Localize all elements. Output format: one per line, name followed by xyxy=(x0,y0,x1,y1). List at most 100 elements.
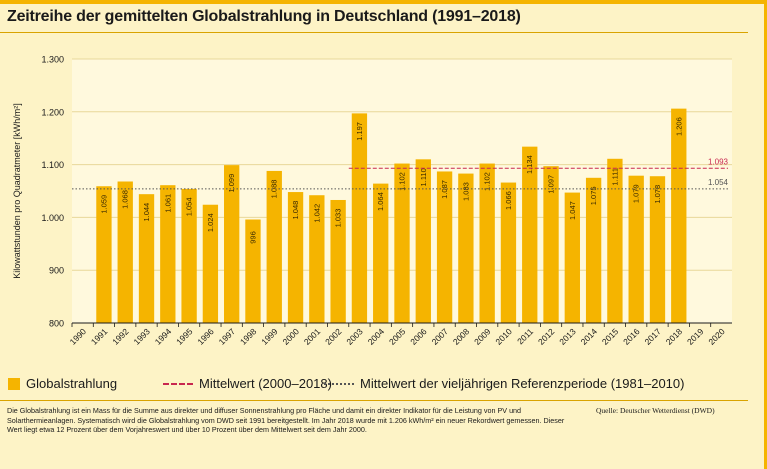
bar-value-label: 1.024 xyxy=(206,213,215,232)
bar xyxy=(266,170,282,323)
bar-value-label: 1.099 xyxy=(227,174,236,193)
x-tick-label: 2019 xyxy=(685,326,706,347)
x-tick-label: 2009 xyxy=(472,326,493,347)
y-tick-label: 1.000 xyxy=(41,213,64,223)
x-tick-label: 2006 xyxy=(408,326,429,347)
title-divider xyxy=(0,32,748,33)
bar-value-label: 1.054 xyxy=(185,197,194,216)
bar-value-label: 1.087 xyxy=(440,180,449,199)
x-tick-label: 2007 xyxy=(430,326,451,347)
bar xyxy=(287,192,304,323)
x-tick-label: 2005 xyxy=(387,326,408,347)
bar-value-label: 1.088 xyxy=(270,180,279,199)
legend-label-bars: Globalstrahlung xyxy=(26,376,118,391)
bar-value-label: 1.078 xyxy=(653,185,662,204)
y-tick-label: 900 xyxy=(49,266,64,276)
x-tick-label: 2012 xyxy=(536,326,557,347)
reference-line-label: 1.054 xyxy=(708,178,729,187)
bar xyxy=(649,176,666,323)
x-tick-label: 1999 xyxy=(259,326,280,347)
x-tick-label: 2003 xyxy=(344,326,365,347)
bar-value-label: 1.111 xyxy=(610,168,619,186)
bar xyxy=(564,192,580,323)
legend-label-mean: Mittelwert (2000–2018) xyxy=(199,376,332,391)
bar-value-label: 1.033 xyxy=(334,209,343,228)
bar xyxy=(607,158,623,323)
bar xyxy=(96,186,112,323)
bar xyxy=(585,177,602,323)
footer-divider xyxy=(0,400,748,401)
x-tick-label: 1991 xyxy=(89,326,110,347)
source-credit: Quelle: Deutscher Wetterdienst (DWD) xyxy=(596,406,715,415)
x-tick-label: 1997 xyxy=(217,326,238,347)
bar xyxy=(373,183,389,323)
bar-value-label: 1.102 xyxy=(398,172,407,191)
bar xyxy=(351,113,368,323)
y-tick-label: 1.200 xyxy=(41,107,64,117)
bar xyxy=(160,185,176,323)
y-tick-label: 800 xyxy=(49,319,64,329)
bar-value-label: 1.064 xyxy=(376,192,385,211)
x-tick-label: 2013 xyxy=(557,326,578,347)
legend-swatch-mean xyxy=(163,383,193,385)
bar xyxy=(202,204,219,323)
x-tick-label: 1996 xyxy=(195,326,216,347)
bar-value-label: 1.068 xyxy=(121,190,130,209)
x-tick-label: 2020 xyxy=(706,326,727,347)
bar xyxy=(117,181,133,323)
footnote-text: Die Globalstrahlung ist ein Mass für die… xyxy=(7,406,565,435)
bar-value-label: 1.047 xyxy=(568,201,577,220)
mean-line-label: 1.093 xyxy=(708,157,729,166)
bar xyxy=(138,194,155,323)
x-tick-label: 1995 xyxy=(174,326,195,347)
bar-value-label: 1.134 xyxy=(525,155,534,174)
bar-value-label: 1.102 xyxy=(483,172,492,191)
x-tick-label: 2014 xyxy=(579,326,600,347)
bar-value-label: 1.097 xyxy=(547,175,556,194)
x-tick-label: 1992 xyxy=(110,326,131,347)
bar-value-label: 1.110 xyxy=(419,168,428,186)
bar-value-label: 1.044 xyxy=(142,203,151,222)
y-tick-label: 1.300 xyxy=(41,55,64,65)
bar xyxy=(543,166,559,323)
bar-value-label: 996 xyxy=(248,231,257,244)
x-tick-label: 2001 xyxy=(302,326,323,347)
bar-value-label: 1.059 xyxy=(99,195,108,214)
bar xyxy=(628,175,644,323)
bar xyxy=(394,163,410,323)
x-tick-label: 1990 xyxy=(68,326,89,347)
bar-value-label: 1.197 xyxy=(355,122,364,141)
x-tick-label: 1998 xyxy=(238,326,259,347)
bar-series: 1.059 1.068 1.044 1.061 1.054 1.024 1.099 996 1.… xyxy=(96,108,687,324)
bar-value-label: 1.066 xyxy=(504,191,513,210)
bar-value-label: 1.075 xyxy=(589,186,598,205)
y-axis-label: Kilowattstunden pro Quadratmeter [kWh/m²… xyxy=(12,103,22,279)
x-tick-label: 2010 xyxy=(493,326,514,347)
x-tick-label: 2016 xyxy=(621,326,642,347)
chart-svg: 1.059 1.068 1.044 1.061 1.054 1.024 1.099 996 1.… xyxy=(12,55,732,347)
bar-value-label: 1.079 xyxy=(632,184,641,203)
bar xyxy=(309,195,325,323)
x-tick-label: 1993 xyxy=(131,326,152,347)
bar xyxy=(415,159,431,323)
x-tick-label: 2008 xyxy=(451,326,472,347)
x-tick-label: 1994 xyxy=(153,326,174,347)
legend-label-reference: Mittelwert der vieljährigen Referenzperi… xyxy=(360,376,685,391)
bar-value-label: 1.048 xyxy=(291,201,300,220)
bar xyxy=(522,146,538,323)
bar xyxy=(224,165,240,323)
bar xyxy=(245,219,261,323)
reference-lines: 1.093 1.054 xyxy=(72,157,729,190)
x-tick-label: 2017 xyxy=(642,326,663,347)
legend: Globalstrahlung Mittelwert (2000–2018) M… xyxy=(8,375,748,393)
legend-swatch-reference xyxy=(324,383,354,385)
bar-value-label: 1.042 xyxy=(312,204,321,223)
bar xyxy=(500,182,517,323)
bar-value-label: 1.083 xyxy=(461,182,470,201)
chart-title: Zeitreihe der gemittelten Globalstrahlun… xyxy=(7,8,521,25)
x-tick-label: 2004 xyxy=(366,326,387,347)
bar xyxy=(479,163,495,323)
bar xyxy=(330,199,346,323)
x-tick-label: 2002 xyxy=(323,326,344,347)
